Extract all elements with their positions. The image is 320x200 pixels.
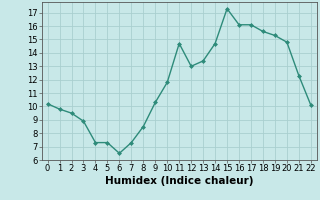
X-axis label: Humidex (Indice chaleur): Humidex (Indice chaleur) bbox=[105, 176, 253, 186]
